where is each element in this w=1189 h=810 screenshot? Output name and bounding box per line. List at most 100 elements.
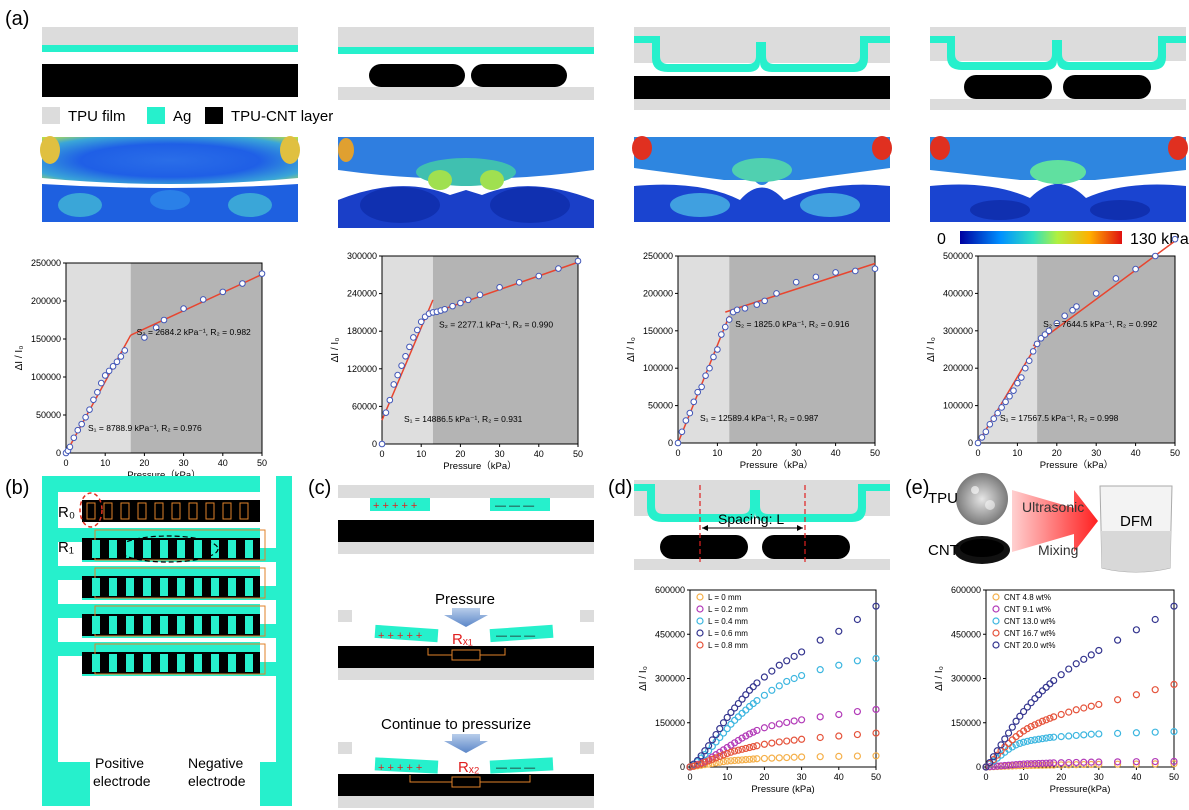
data-point: [1087, 758, 1095, 766]
data-point: [1029, 348, 1037, 355]
y-tick-label: 0: [976, 762, 981, 772]
data-point: [121, 347, 129, 354]
data-point: [753, 679, 761, 687]
x-axis-label: Pressure（kPa）: [740, 459, 813, 471]
y-axis-label: ΔI / I₀: [926, 337, 937, 362]
x-tick-label: 50: [257, 458, 267, 468]
data-point: [775, 682, 783, 690]
data-point: [725, 316, 733, 323]
data-point: [701, 758, 709, 766]
data-point: [697, 752, 705, 760]
x-tick-label: 30: [179, 458, 189, 468]
data-point: [90, 396, 97, 404]
data-point: [745, 730, 754, 738]
data-point: [783, 718, 791, 727]
data-point: [413, 326, 421, 334]
data-point: [742, 691, 750, 699]
legend-label: L = 0.4 mm: [708, 617, 748, 626]
data-point: [719, 758, 728, 766]
data-point: [1057, 733, 1065, 741]
data-point: [1095, 730, 1103, 738]
panel-label-d: (d): [608, 477, 632, 499]
y-tick-label: 60000: [352, 401, 377, 411]
mixing-label: Mixing: [1038, 542, 1078, 558]
data-point: [1035, 719, 1043, 727]
data-point: [816, 753, 824, 761]
data-point: [1087, 651, 1095, 659]
data-point: [753, 301, 761, 308]
data-point: [1027, 722, 1035, 731]
data-point: [738, 695, 746, 703]
data-point: [1112, 275, 1120, 282]
data-point: [745, 755, 754, 763]
y-tick-label: 100000: [643, 363, 673, 373]
region-high-pressure: [1037, 256, 1175, 443]
structure-2-schematic: [338, 27, 594, 100]
fea-simulation-1: [40, 136, 300, 222]
y-tick-label: 0: [56, 448, 61, 458]
data-point: [797, 753, 806, 761]
data-point: [753, 697, 761, 705]
annotation-s1: S₁ = 14886.5 kPa⁻¹, R₂ = 0.931: [404, 414, 523, 424]
data-point: [719, 729, 728, 737]
data-point: [457, 299, 464, 307]
negative-electrode-2: electrode: [188, 773, 246, 789]
data-point: [718, 331, 725, 338]
data-point: [706, 364, 713, 372]
x-tick-label: 0: [983, 772, 988, 782]
y-tick-label: 0: [668, 438, 673, 448]
data-point: [199, 296, 207, 303]
colorbar: 0 130 kPa: [937, 231, 1189, 248]
data-point: [1023, 703, 1031, 711]
data-point: [721, 323, 729, 331]
data-point: [1023, 725, 1031, 733]
data-point: [1080, 655, 1088, 663]
data-point: [258, 270, 266, 277]
data-point: [1046, 714, 1054, 722]
data-point: [853, 657, 862, 665]
data-point: [797, 648, 806, 656]
fea-simulation-2: [338, 137, 594, 228]
data-point: [406, 343, 413, 351]
y-axis-label: ΔI / I₀: [626, 337, 637, 362]
data-point: [1080, 731, 1088, 739]
legend-marker: [992, 617, 1000, 625]
data-point: [738, 709, 746, 717]
data-point: [853, 752, 862, 760]
data-point: [1045, 327, 1053, 335]
x-tick-label: 10: [1019, 772, 1029, 782]
data-point: [1151, 615, 1159, 624]
x-tick-label: 10: [712, 448, 722, 458]
data-point: [783, 657, 791, 665]
data-point: [1012, 717, 1020, 725]
data-point: [1170, 602, 1178, 610]
legend-label: L = 0 mm: [708, 593, 742, 602]
data-point: [731, 704, 739, 712]
y-axis-label: ΔI / I₀: [14, 346, 25, 371]
plus-charges-2: + + + + +: [378, 630, 422, 642]
data-point: [835, 661, 843, 669]
data-point: [1170, 680, 1178, 689]
data-point: [853, 707, 862, 716]
material-legend: TPU film Ag TPU-CNT layer: [42, 107, 333, 125]
data-point: [1053, 320, 1061, 327]
data-point: [1023, 760, 1031, 768]
minus-charges-3: — — —: [496, 762, 535, 774]
data-point: [792, 278, 800, 286]
x-axis-label: Pressure (kPa): [751, 784, 814, 795]
legend-marker: [696, 629, 704, 637]
y-tick-label: 200000: [943, 363, 973, 373]
data-point: [853, 730, 862, 739]
data-point: [1095, 700, 1103, 709]
data-point: [74, 426, 82, 434]
y-tick-label: 50000: [648, 401, 673, 411]
dfm-label: DFM: [1120, 513, 1153, 530]
data-point: [872, 654, 880, 663]
data-point: [1046, 761, 1054, 769]
data-point: [760, 740, 769, 748]
label-rx1: Rₓ₁: [452, 631, 473, 648]
data-point: [816, 713, 824, 721]
data-point: [1001, 761, 1009, 770]
x-tick-label: 40: [834, 772, 844, 782]
legend-marker: [696, 617, 704, 625]
